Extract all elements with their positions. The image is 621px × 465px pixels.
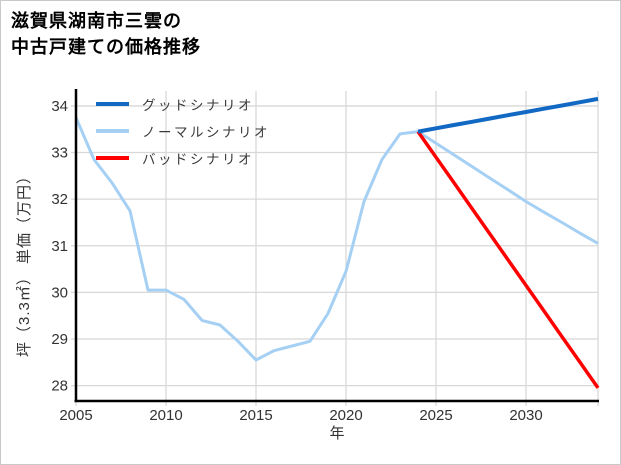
chart-title: 滋賀県湖南市三雲の 中古戸建ての価格推移 — [11, 8, 201, 60]
legend-item: ノーマルシナリオ — [96, 117, 270, 144]
y-tick-label-30: 30 — [51, 284, 68, 301]
y-tick-label-32: 32 — [51, 191, 68, 208]
x-tick-label-2005: 2005 — [59, 407, 92, 424]
chart-title-line2: 中古戸建ての価格推移 — [11, 37, 201, 57]
y-tick-label-31: 31 — [51, 238, 68, 255]
x-tick-label-2025: 2025 — [419, 407, 452, 424]
chart-legend: グッドシナリオ ノーマルシナリオ バッドシナリオ — [96, 90, 270, 171]
legend-item: グッドシナリオ — [96, 90, 270, 117]
y-axis-label-text: 坪（3.3㎡） 単価（万円） — [16, 167, 33, 357]
legend-label: バッドシナリオ — [142, 151, 254, 167]
series-line-ノーマルシナリオ — [74, 117, 599, 362]
y-tick-label-33: 33 — [51, 145, 68, 162]
legend-swatch-icon — [96, 101, 129, 106]
x-tick-label-2010: 2010 — [149, 407, 182, 424]
series-line-バッドシナリオ — [416, 130, 600, 389]
y-tick-label-34: 34 — [51, 98, 68, 115]
legend-item: バッドシナリオ — [96, 144, 270, 171]
x-tick-label-2030: 2030 — [509, 407, 542, 424]
x-tick-label-2015: 2015 — [239, 407, 272, 424]
y-tick-label-29: 29 — [51, 331, 68, 348]
y-tick-label-28: 28 — [51, 378, 68, 395]
x-tick-label-2020: 2020 — [329, 407, 362, 424]
x-axis-label: 年 — [329, 425, 345, 442]
chart-title-line1: 滋賀県湖南市三雲の — [11, 11, 182, 31]
legend-swatch-icon — [96, 128, 129, 133]
legend-swatch-icon — [96, 155, 129, 160]
legend-label: ノーマルシナリオ — [142, 124, 270, 140]
series-line-グッドシナリオ — [417, 96, 599, 134]
legend-label: グッドシナリオ — [142, 97, 254, 113]
